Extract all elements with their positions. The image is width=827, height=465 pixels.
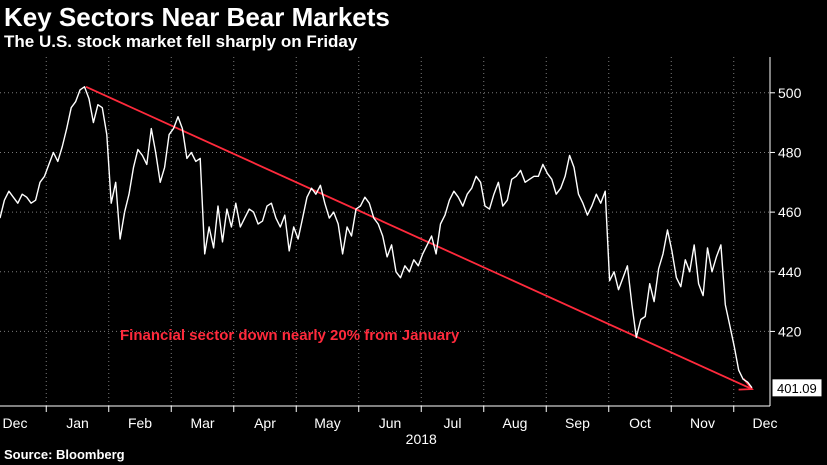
x-tick-label: Jun (379, 415, 402, 431)
trend-arrow (85, 86, 754, 391)
x-tick-label: May (314, 415, 340, 431)
y-tick-label: 480 (778, 144, 802, 160)
chart-subtitle: The U.S. stock market fell sharply on Fr… (4, 32, 358, 51)
source-note: Source: Bloomberg (4, 447, 125, 462)
x-axis-year-label: 2018 (406, 431, 437, 447)
x-tick-label: Aug (503, 415, 528, 431)
y-tick-label: 460 (778, 204, 802, 220)
axes (0, 57, 771, 407)
x-axis-ticks: Dec Jan Feb Mar Apr May Jun Jul Aug Sep Oct Nov Dec (3, 406, 778, 431)
x-tick-label: Dec (753, 415, 778, 431)
chart-title: Key Sectors Near Bear Markets (4, 2, 390, 32)
last-value-text: 401.09 (777, 381, 817, 396)
x-tick-label: Apr (254, 415, 276, 431)
trend-annotation: Financial sector down nearly 20% from Ja… (120, 327, 460, 344)
trend-line (85, 86, 753, 390)
x-tick-label: Dec (3, 415, 28, 431)
x-tick-label: Jan (66, 415, 89, 431)
x-tick-label: Sep (565, 415, 590, 431)
x-tick-label: Nov (690, 415, 715, 431)
y-tick-label: 420 (778, 323, 802, 339)
y-axis-ticks: 420 440 460 480 500 (770, 85, 802, 339)
x-tick-label: Jul (444, 415, 462, 431)
series-polyline (0, 86, 753, 389)
trend-arrowhead (738, 378, 754, 391)
y-tick-label: 500 (778, 85, 802, 101)
x-tick-label: Oct (629, 415, 651, 431)
x-tick-label: Feb (128, 415, 152, 431)
x-tick-label: Mar (190, 415, 214, 431)
last-value-label: 401.09 (771, 378, 823, 398)
grid-lines (0, 57, 770, 406)
y-tick-label: 440 (778, 264, 802, 280)
series-line (0, 86, 753, 389)
